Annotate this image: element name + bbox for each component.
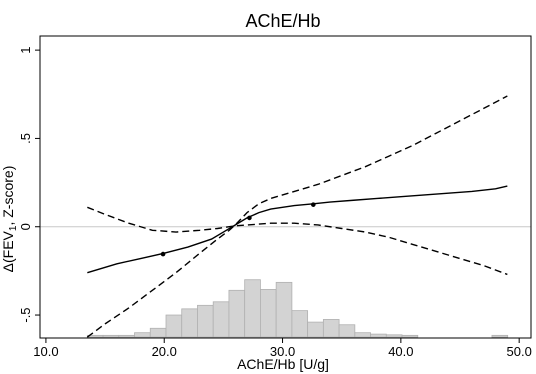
histogram-bar-1	[102, 334, 120, 338]
histogram-bar-21	[491, 334, 509, 338]
histogram-bar-17	[354, 332, 371, 338]
y-axis: 1 .5 0 -.5	[18, 47, 40, 323]
knot-point-1	[247, 215, 252, 221]
histogram-bar-18	[370, 333, 387, 338]
upper-ci-curve	[86, 95, 508, 338]
histogram-bar-3	[134, 332, 151, 338]
histogram-layer	[86, 279, 509, 338]
histogram-bar-4	[149, 327, 167, 338]
curve-layer	[86, 95, 508, 338]
histogram-bar-8	[212, 301, 230, 338]
histogram-bar-16	[338, 324, 356, 338]
x-axis-label: AChE/Hb [U/g]	[237, 356, 329, 372]
chart-title: AChE/Hb	[245, 11, 320, 31]
plot-frame	[39, 35, 532, 339]
lower-ci-curve	[87, 206, 508, 276]
x-tick-label-2: 30.0	[270, 344, 295, 359]
histogram-bar-6	[181, 308, 198, 338]
histogram-bar-15	[322, 319, 340, 338]
y-axis-label: Δ(FEV1, Z-score)	[0, 166, 19, 273]
y-tick-label-3: -.5	[18, 307, 33, 322]
histogram-bar-11	[260, 289, 277, 338]
histogram-bar-19	[385, 334, 403, 338]
histogram-bar-9	[228, 289, 246, 338]
x-tick-label-4: 50.0	[507, 344, 532, 359]
knot-point-2	[311, 202, 316, 207]
y-tick-label-1: .5	[18, 133, 33, 144]
histogram-bar-7	[197, 304, 214, 338]
x-tick-label-0: 10.0	[33, 344, 58, 359]
knot-point-0	[160, 251, 166, 257]
histogram-bar-12	[275, 281, 293, 338]
histogram-bar-2	[118, 334, 135, 338]
histogram-bar-13	[291, 310, 309, 338]
y-tick-label-0: 1	[18, 47, 33, 54]
y-axis-label-rest: , Z-score)	[0, 166, 16, 226]
histogram-bar-5	[165, 314, 183, 338]
histogram-bar-10	[244, 279, 261, 338]
x-tick-label-1: 20.0	[152, 344, 177, 359]
y-axis-label-subscript: 1	[8, 225, 19, 231]
histogram-bar-20	[401, 334, 419, 338]
x-axis: 10.0 20.0 30.0 40.0 50.0	[33, 338, 532, 359]
y-tick-label-2: 0	[18, 223, 33, 230]
histogram-bar-14	[307, 321, 324, 338]
knot-layer	[160, 202, 316, 257]
x-tick-label-3: 40.0	[388, 344, 413, 359]
estimate-curve	[87, 185, 508, 274]
y-axis-label-main: Δ(FEV	[0, 230, 16, 272]
